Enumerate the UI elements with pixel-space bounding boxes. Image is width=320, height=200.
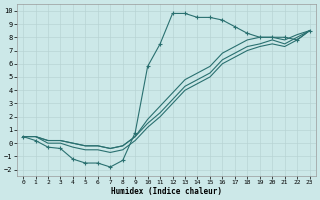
X-axis label: Humidex (Indice chaleur): Humidex (Indice chaleur) [111,187,222,196]
